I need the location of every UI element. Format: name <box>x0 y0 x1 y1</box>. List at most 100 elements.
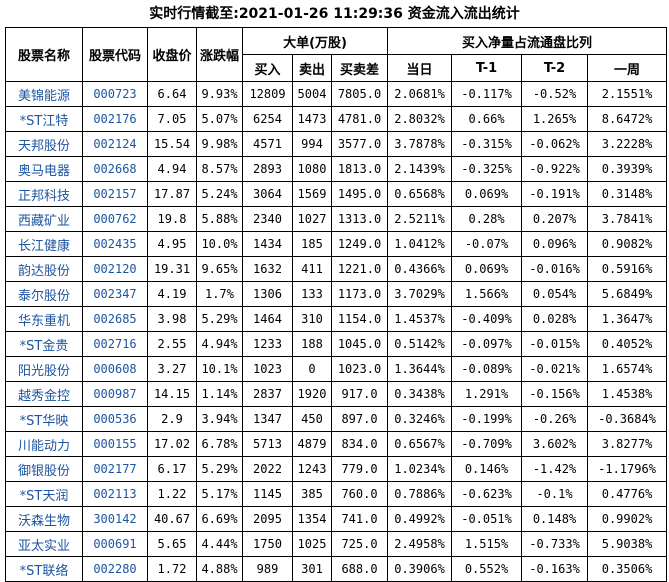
stock-name-link[interactable]: 正邦科技 <box>5 181 83 207</box>
stock-name-link[interactable]: *ST江特 <box>5 106 83 132</box>
stock-code-link[interactable]: 002280 <box>82 556 148 582</box>
sell-volume-cell: 310 <box>292 306 332 332</box>
stock-code-link[interactable]: 002176 <box>82 106 148 132</box>
stock-code-link[interactable]: 002716 <box>82 331 148 357</box>
stock-name-link[interactable]: 长江健康 <box>5 231 83 257</box>
buy-volume-cell: 4571 <box>242 131 293 157</box>
sell-volume-cell: 1354 <box>292 506 332 532</box>
buy-sell-diff-cell: 1813.0 <box>330 156 389 182</box>
stock-name-link[interactable]: 越秀金控 <box>5 381 83 407</box>
pct-week-cell: 3.2228% <box>587 131 668 157</box>
pct-week-cell: 1.3647% <box>587 306 668 332</box>
change-pct-cell: 6.69% <box>196 506 243 532</box>
stock-code-link[interactable]: 000155 <box>82 431 148 457</box>
sell-volume-cell: 0 <box>292 356 332 382</box>
close-price-cell: 1.72 <box>147 556 197 582</box>
pct-week-cell: 0.4776% <box>587 481 668 507</box>
pct-today-cell: 2.4958% <box>387 531 453 557</box>
buy-volume-cell: 3064 <box>242 181 293 207</box>
stock-code-link[interactable]: 002157 <box>82 181 148 207</box>
stock-name-link[interactable]: 美锦能源 <box>5 81 83 107</box>
stock-name-link[interactable]: 阳光股份 <box>5 356 83 382</box>
stock-name-link[interactable]: 泰尔股份 <box>5 281 83 307</box>
stock-name-link[interactable]: 华东重机 <box>5 306 83 332</box>
change-pct-cell: 8.57% <box>196 156 243 182</box>
pct-today-cell: 0.4992% <box>387 506 453 532</box>
pct-week-cell: 0.4052% <box>587 331 668 357</box>
stock-name-link[interactable]: 西藏矿业 <box>5 206 83 232</box>
buy-volume-cell: 1464 <box>242 306 293 332</box>
pct-week-cell: 8.6472% <box>587 106 668 132</box>
sell-volume-cell: 385 <box>292 481 332 507</box>
pct-week-cell: -0.3684% <box>587 406 668 432</box>
stock-name-link[interactable]: *ST金贵 <box>5 331 83 357</box>
stock-code-link[interactable]: 002435 <box>82 231 148 257</box>
sell-volume-cell: 185 <box>292 231 332 257</box>
stock-code-link[interactable]: 002113 <box>82 481 148 507</box>
stock-name-link[interactable]: *ST天润 <box>5 481 83 507</box>
pct-t2-cell: -0.26% <box>521 406 589 432</box>
stock-name-link[interactable]: *ST华映 <box>5 406 83 432</box>
pct-week-cell: 5.6849% <box>587 281 668 307</box>
pct-t2-cell: -0.062% <box>521 131 589 157</box>
buy-volume-cell: 6254 <box>242 106 293 132</box>
stock-code-link[interactable]: 000691 <box>82 531 148 557</box>
stock-code-link[interactable]: 300142 <box>82 506 148 532</box>
table-header: 股票名称 股票代码 收盘价 涨跌幅 大单(万股) 买入净量占流通盘比列 买入 卖… <box>5 27 668 82</box>
stock-code-link[interactable]: 000723 <box>82 81 148 107</box>
stock-code-link[interactable]: 002177 <box>82 456 148 482</box>
change-pct-cell: 9.65% <box>196 256 243 282</box>
pct-t2-cell: -0.191% <box>521 181 589 207</box>
stock-code-link[interactable]: 002668 <box>82 156 148 182</box>
stock-name-link[interactable]: 奥马电器 <box>5 156 83 182</box>
table-row: *ST联络 002280 1.72 4.88% 989 301 688.0 0.3906% 0.… <box>5 556 668 582</box>
pct-today-cell: 3.7029% <box>387 281 453 307</box>
buy-volume-cell: 1434 <box>242 231 293 257</box>
pct-t1-cell: 0.552% <box>451 556 523 582</box>
stock-code-link[interactable]: 002124 <box>82 131 148 157</box>
pct-today-cell: 1.0234% <box>387 456 453 482</box>
pct-t2-cell: -0.163% <box>521 556 589 582</box>
stock-code-link[interactable]: 002685 <box>82 306 148 332</box>
buy-sell-diff-cell: 1173.0 <box>330 281 389 307</box>
change-pct-cell: 10.1% <box>196 356 243 382</box>
pct-t1-cell: 0.28% <box>451 206 523 232</box>
pct-today-cell: 0.3906% <box>387 556 453 582</box>
stock-name-link[interactable]: *ST联络 <box>5 556 83 582</box>
pct-t1-cell: 0.66% <box>451 106 523 132</box>
buy-volume-cell: 2837 <box>242 381 293 407</box>
stock-name-link[interactable]: 亚太实业 <box>5 531 83 557</box>
close-price-cell: 17.02 <box>147 431 197 457</box>
pct-today-cell: 1.4537% <box>387 306 453 332</box>
stock-code-link[interactable]: 000762 <box>82 206 148 232</box>
close-price-cell: 2.9 <box>147 406 197 432</box>
stock-name-link[interactable]: 沃森生物 <box>5 506 83 532</box>
stock-code-link[interactable]: 000987 <box>82 381 148 407</box>
buy-sell-diff-cell: 779.0 <box>330 456 389 482</box>
change-pct-cell: 5.24% <box>196 181 243 207</box>
pct-t2-cell: -0.922% <box>521 156 589 182</box>
stock-name-link[interactable]: 韵达股份 <box>5 256 83 282</box>
pct-t2-cell: -0.1% <box>521 481 589 507</box>
table-row: 西藏矿业 000762 19.8 5.88% 2340 1027 1313.0 2.5211%… <box>5 206 668 232</box>
stock-code-link[interactable]: 002120 <box>82 256 148 282</box>
stock-code-link[interactable]: 000608 <box>82 356 148 382</box>
buy-sell-diff-cell: 4781.0 <box>330 106 389 132</box>
sell-volume-cell: 188 <box>292 331 332 357</box>
col-header-change-pct: 涨跌幅 <box>196 27 243 82</box>
sell-volume-cell: 1473 <box>292 106 332 132</box>
table-row: 华东重机 002685 3.98 5.29% 1464 310 1154.0 1.4537% -… <box>5 306 668 332</box>
buy-volume-cell: 1145 <box>242 481 293 507</box>
stock-code-link[interactable]: 000536 <box>82 406 148 432</box>
pct-t2-cell: 0.096% <box>521 231 589 257</box>
stock-name-link[interactable]: 天邦股份 <box>5 131 83 157</box>
stock-name-link[interactable]: 川能动力 <box>5 431 83 457</box>
pct-t1-cell: 0.069% <box>451 181 523 207</box>
pct-week-cell: 5.9038% <box>587 531 668 557</box>
stock-code-link[interactable]: 002347 <box>82 281 148 307</box>
col-header-group-big-orders: 大单(万股) <box>241 27 389 55</box>
col-header-buy: 买入 <box>242 54 293 82</box>
page-title: 实时行情截至:2021-01-26 11:29:36 资金流入流出统计 <box>149 6 520 22</box>
stock-name-link[interactable]: 御银股份 <box>5 456 83 482</box>
buy-volume-cell: 12809 <box>242 81 293 107</box>
